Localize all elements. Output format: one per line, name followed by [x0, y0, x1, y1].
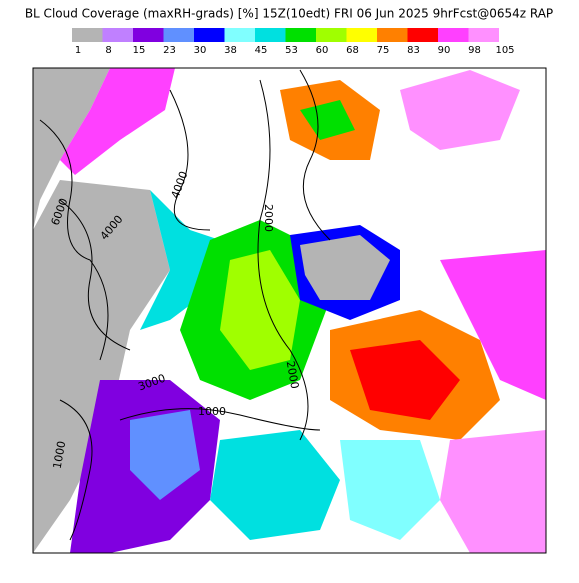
- map: [32, 67, 547, 554]
- colorbar-swatch: [285, 28, 316, 42]
- region-magenta: [60, 68, 175, 175]
- colorbar-swatch: [163, 28, 194, 42]
- contour-line: [257, 79, 309, 441]
- colorbar-swatch: [438, 28, 469, 42]
- region-lightblue: [130, 410, 200, 500]
- contour-line: [169, 89, 211, 231]
- region-cyan: [210, 430, 340, 540]
- colorbar-swatch: [194, 28, 225, 42]
- contour-label: 1000: [51, 440, 69, 470]
- region-gray: [33, 180, 170, 553]
- colorbar-swatch: [102, 28, 133, 42]
- colorbar-label: 83: [407, 45, 420, 56]
- title: BL Cloud Coverage (maxRH-grads) [%] 15Z(…: [25, 7, 553, 21]
- contour-line: [119, 408, 321, 431]
- contour-line: [299, 69, 331, 241]
- colorbar-swatch: [468, 28, 499, 42]
- colorbar-label: 8: [105, 45, 111, 56]
- contour-line: [59, 199, 131, 351]
- colorbar-swatch: [224, 28, 255, 42]
- colorbar-swatch: [133, 28, 164, 42]
- region-gray: [300, 235, 390, 300]
- region-magenta: [440, 250, 546, 400]
- region-red: [350, 340, 460, 420]
- colorbar-label: 68: [346, 45, 359, 56]
- colorbar-label: 30: [194, 45, 207, 56]
- colorbar-swatch: [72, 28, 103, 42]
- colorbar: 1 8 15 23 30 38 45 53 60 68 75 83 90 98 105: [72, 28, 515, 56]
- colorbar-label: 15: [133, 45, 146, 56]
- region-pink: [400, 70, 520, 150]
- region-pink: [440, 430, 546, 553]
- contour-label: 2000: [262, 204, 275, 232]
- colorbar-swatch: [377, 28, 408, 42]
- region-lightcyan: [340, 440, 440, 540]
- colorbar-swatch: [346, 28, 377, 42]
- contour-label: 2000: [284, 360, 302, 390]
- colorbar-swatch: [316, 28, 347, 42]
- contour-line: [59, 399, 93, 541]
- colorbar-label: 98: [468, 45, 481, 56]
- colorbar-swatch: [255, 28, 286, 42]
- map-border: [32, 67, 547, 554]
- colorbar-label: 105: [495, 45, 514, 56]
- colorbar-label: 90: [438, 45, 451, 56]
- colorbar-label: 23: [163, 45, 176, 56]
- colorbar-label: 38: [224, 45, 237, 56]
- colorbar-label: 60: [316, 45, 329, 56]
- colorbar-label: 45: [255, 45, 268, 56]
- colorbar-label: 75: [377, 45, 390, 56]
- region-gray: [33, 68, 110, 230]
- contour-line: [39, 119, 109, 361]
- colorbar-swatch: [407, 28, 438, 42]
- region-green: [300, 100, 355, 140]
- contour-label: 1000: [198, 405, 226, 418]
- colorbar-label: 53: [285, 45, 298, 56]
- colorbar-label: 1: [75, 45, 81, 56]
- region-yellowgreen: [220, 250, 300, 370]
